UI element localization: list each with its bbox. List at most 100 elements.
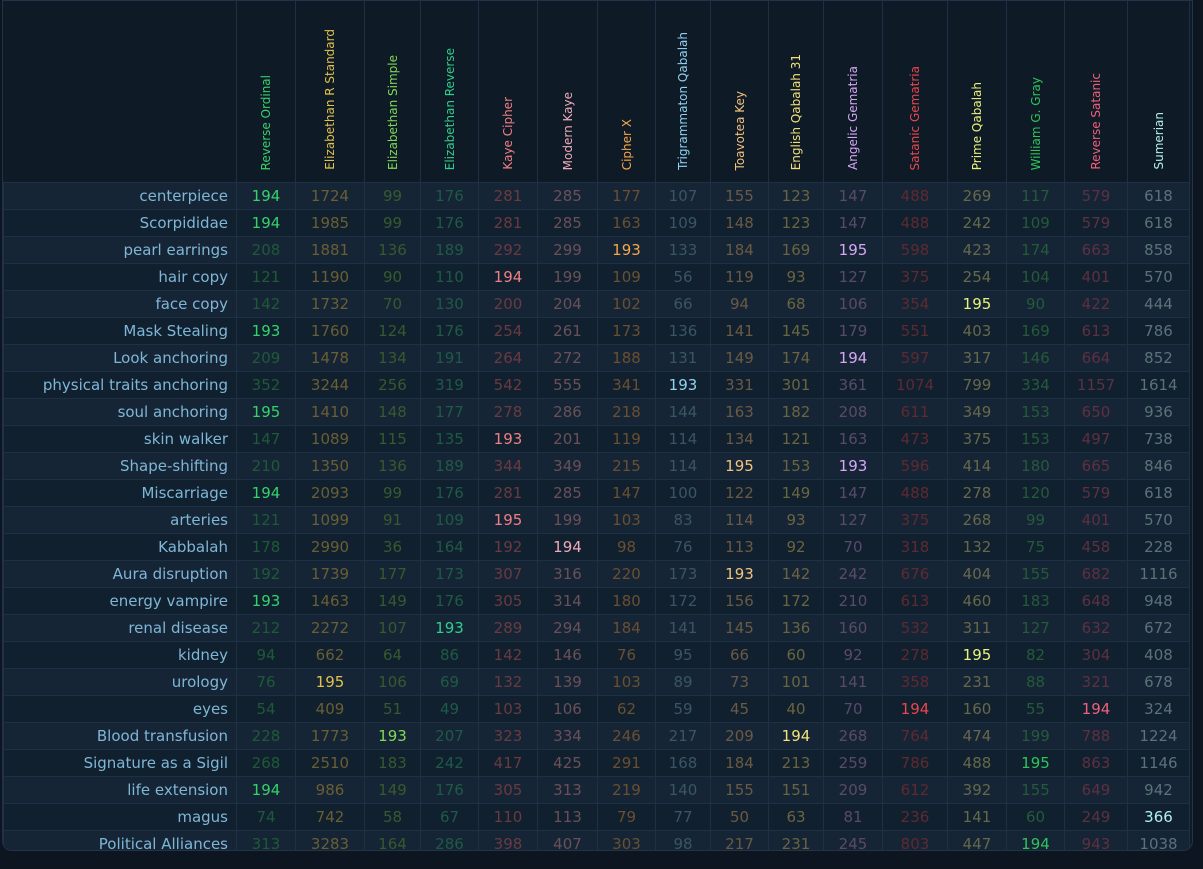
value-cell[interactable]: 45 <box>710 695 769 723</box>
value-cell[interactable]: 184 <box>710 236 769 264</box>
cipher-header-reverse-ordinal[interactable]: Reverse Ordinal <box>236 1 296 183</box>
value-cell[interactable]: 183 <box>364 749 421 777</box>
row-phrase[interactable]: hair copy <box>3 263 237 291</box>
matched-value-cell[interactable]: 193 <box>478 425 538 453</box>
value-cell[interactable]: 249 <box>1064 803 1128 831</box>
matched-value-cell[interactable]: 195 <box>823 236 883 264</box>
row-phrase[interactable]: arteries <box>3 506 237 534</box>
value-cell[interactable]: 1089 <box>295 425 365 453</box>
value-cell[interactable]: 134 <box>364 344 421 372</box>
value-cell[interactable]: 147 <box>823 479 883 507</box>
value-cell[interactable]: 254 <box>947 263 1007 291</box>
value-cell[interactable]: 598 <box>882 236 948 264</box>
value-cell[interactable]: 632 <box>1064 614 1128 642</box>
matched-value-cell[interactable]: 193 <box>823 452 883 480</box>
value-cell[interactable]: 352 <box>236 371 296 399</box>
value-cell[interactable]: 76 <box>236 668 296 696</box>
cipher-header-toavotea-key[interactable]: Toavotea Key <box>710 1 769 183</box>
value-cell[interactable]: 246 <box>597 722 656 750</box>
value-cell[interactable]: 73 <box>710 668 769 696</box>
value-cell[interactable]: 259 <box>823 749 883 777</box>
value-cell[interactable]: 613 <box>1064 317 1128 345</box>
value-cell[interactable]: 106 <box>823 290 883 318</box>
value-cell[interactable]: 89 <box>655 668 711 696</box>
value-cell[interactable]: 103 <box>478 695 538 723</box>
value-cell[interactable]: 1410 <box>295 398 365 426</box>
value-cell[interactable]: 147 <box>823 209 883 237</box>
value-cell[interactable]: 398 <box>478 830 538 850</box>
cipher-header-william-g-gray[interactable]: William G. Gray <box>1006 1 1065 183</box>
value-cell[interactable]: 107 <box>655 182 711 210</box>
value-cell[interactable]: 254 <box>478 317 538 345</box>
value-cell[interactable]: 179 <box>823 317 883 345</box>
value-cell[interactable]: 177 <box>364 560 421 588</box>
value-cell[interactable]: 114 <box>655 425 711 453</box>
value-cell[interactable]: 67 <box>420 803 479 831</box>
value-cell[interactable]: 358 <box>882 668 948 696</box>
value-cell[interactable]: 678 <box>1127 668 1190 696</box>
value-cell[interactable]: 281 <box>478 182 538 210</box>
value-cell[interactable]: 168 <box>655 749 711 777</box>
value-cell[interactable]: 323 <box>478 722 538 750</box>
value-cell[interactable]: 417 <box>478 749 538 777</box>
value-cell[interactable]: 148 <box>364 398 421 426</box>
matched-value-cell[interactable]: 195 <box>947 641 1007 669</box>
value-cell[interactable]: 1614 <box>1127 371 1190 399</box>
cipher-header-cipher-x[interactable]: Cipher X <box>597 1 656 183</box>
value-cell[interactable]: 317 <box>947 344 1007 372</box>
value-cell[interactable]: 278 <box>947 479 1007 507</box>
row-phrase[interactable]: Blood transfusion <box>3 722 237 750</box>
value-cell[interactable]: 361 <box>823 371 883 399</box>
value-cell[interactable]: 256 <box>364 371 421 399</box>
matched-value-cell[interactable]: 193 <box>420 614 479 642</box>
value-cell[interactable]: 2510 <box>295 749 365 777</box>
value-cell[interactable]: 164 <box>364 830 421 850</box>
cipher-header-satanic-gematria[interactable]: Satanic Gematria <box>882 1 948 183</box>
matched-value-cell[interactable]: 193 <box>364 722 421 750</box>
value-cell[interactable]: 803 <box>882 830 948 850</box>
value-cell[interactable]: 1146 <box>1127 749 1190 777</box>
value-cell[interactable]: 313 <box>236 830 296 850</box>
row-phrase[interactable]: Miscarriage <box>3 479 237 507</box>
value-cell[interactable]: 268 <box>947 506 1007 534</box>
value-cell[interactable]: 299 <box>537 236 598 264</box>
value-cell[interactable]: 127 <box>1006 614 1065 642</box>
value-cell[interactable]: 149 <box>710 344 769 372</box>
value-cell[interactable]: 188 <box>597 344 656 372</box>
value-cell[interactable]: 618 <box>1127 479 1190 507</box>
value-cell[interactable]: 163 <box>823 425 883 453</box>
value-cell[interactable]: 231 <box>947 668 1007 696</box>
value-cell[interactable]: 136 <box>655 317 711 345</box>
value-cell[interactable]: 649 <box>1064 776 1128 804</box>
value-cell[interactable]: 422 <box>1064 290 1128 318</box>
value-cell[interactable]: 764 <box>882 722 948 750</box>
value-cell[interactable]: 180 <box>1006 452 1065 480</box>
value-cell[interactable]: 153 <box>1006 425 1065 453</box>
value-cell[interactable]: 403 <box>947 317 1007 345</box>
value-cell[interactable]: 936 <box>1127 398 1190 426</box>
value-cell[interactable]: 121 <box>236 263 296 291</box>
value-cell[interactable]: 1985 <box>295 209 365 237</box>
value-cell[interactable]: 199 <box>537 263 598 291</box>
value-cell[interactable]: 324 <box>1127 695 1190 723</box>
value-cell[interactable]: 341 <box>597 371 656 399</box>
value-cell[interactable]: 113 <box>537 803 598 831</box>
matched-value-cell[interactable]: 194 <box>882 695 948 723</box>
value-cell[interactable]: 311 <box>947 614 1007 642</box>
row-phrase[interactable]: centerpiece <box>3 182 237 210</box>
value-cell[interactable]: 119 <box>597 425 656 453</box>
value-cell[interactable]: 132 <box>947 533 1007 561</box>
value-cell[interactable]: 75 <box>1006 533 1065 561</box>
value-cell[interactable]: 189 <box>420 236 479 264</box>
value-cell[interactable]: 77 <box>655 803 711 831</box>
value-cell[interactable]: 863 <box>1064 749 1128 777</box>
value-cell[interactable]: 147 <box>823 182 883 210</box>
value-cell[interactable]: 141 <box>823 668 883 696</box>
value-cell[interactable]: 136 <box>768 614 824 642</box>
value-cell[interactable]: 101 <box>768 668 824 696</box>
value-cell[interactable]: 90 <box>364 263 421 291</box>
value-cell[interactable]: 650 <box>1064 398 1128 426</box>
value-cell[interactable]: 209 <box>823 776 883 804</box>
value-cell[interactable]: 281 <box>478 479 538 507</box>
value-cell[interactable]: 242 <box>947 209 1007 237</box>
